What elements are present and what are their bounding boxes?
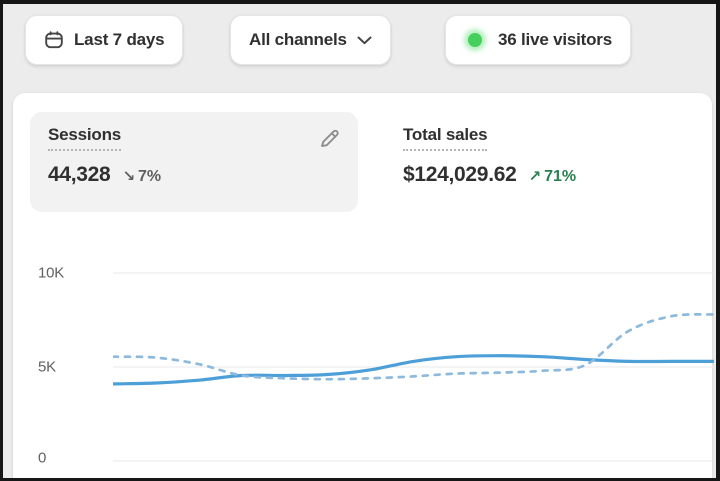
channels-label: All channels — [249, 30, 347, 49]
sessions-delta-value: 7% — [138, 168, 162, 185]
sessions-metric[interactable]: Sessions 44,328 ↘ 7% — [30, 112, 358, 212]
total-sales-delta-value: 71% — [544, 168, 577, 185]
channels-dropdown-button[interactable]: All channels — [230, 15, 391, 65]
total-sales-delta-badge: ↗ 71% — [528, 167, 576, 186]
y-axis-tick-0: 0 — [38, 449, 47, 467]
y-axis-tick-5k: 5K — [38, 358, 56, 376]
arrow-down-right-icon: ↘ — [122, 168, 136, 185]
chevron-down-icon — [357, 36, 372, 45]
live-dot-icon — [468, 33, 482, 47]
date-range-button[interactable]: Last 7 days — [25, 15, 184, 65]
calendar-icon — [44, 30, 64, 50]
chart-canvas — [113, 272, 714, 462]
edit-metric-button[interactable] — [316, 127, 342, 153]
sessions-delta-badge: ↘ 7% — [122, 167, 161, 186]
total-sales-label[interactable]: Total sales — [403, 125, 488, 151]
y-axis-tick-10k: 10K — [38, 264, 65, 282]
sessions-value: 44,328 — [48, 163, 111, 186]
sessions-label[interactable]: Sessions — [48, 125, 121, 151]
total-sales-metric[interactable]: Total sales $124,029.62 ↗ 71% — [385, 112, 685, 212]
live-visitors-label: 36 live visitors — [498, 30, 612, 49]
total-sales-value: $124,029.62 — [403, 163, 517, 186]
live-visitors-button[interactable]: 36 live visitors — [445, 15, 631, 65]
pencil-icon — [321, 129, 339, 147]
analytics-card: Sessions 44,328 ↘ 7% Total sales — [13, 93, 714, 478]
date-range-label: Last 7 days — [74, 30, 165, 49]
arrow-up-right-icon: ↗ — [528, 168, 542, 185]
